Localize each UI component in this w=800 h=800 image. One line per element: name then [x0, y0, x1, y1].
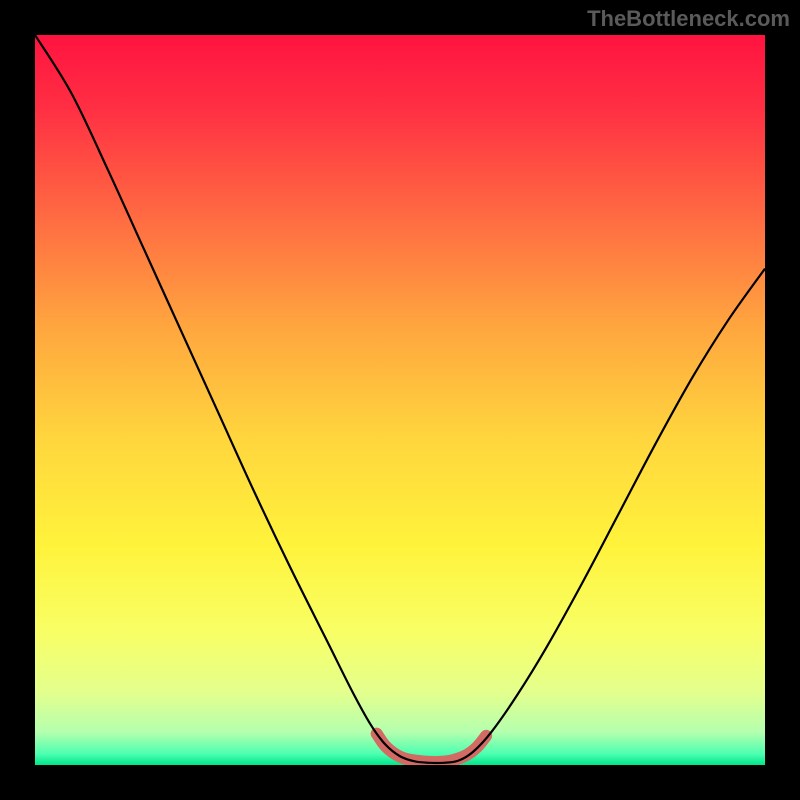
plot-background: [35, 35, 765, 765]
bottleneck-curve-svg: [35, 35, 765, 765]
plot-area: [35, 35, 765, 765]
chart-frame: TheBottleneck.com: [0, 0, 800, 800]
watermark-text: TheBottleneck.com: [587, 6, 790, 32]
